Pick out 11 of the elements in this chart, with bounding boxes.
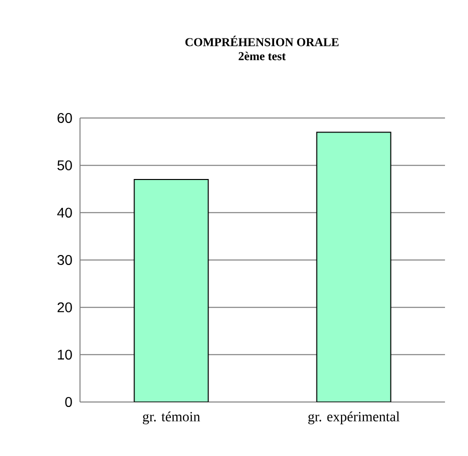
y-tick-label: 60 [58,113,72,123]
y-tick-label: 0 [65,397,72,407]
y-tick-label: 30 [57,255,72,265]
x-tick-label: gr. témoin [142,412,200,424]
y-tick-label: 40 [57,208,72,218]
chart-subtitle: 2ème test [238,52,286,60]
y-tick-label: 10 [58,350,72,360]
x-tick-label: gr. expérimental [308,412,400,424]
chart-title: COMPRÉHENSION ORALE [185,36,339,46]
y-tick-label: 50 [57,160,72,170]
y-tick-label: 20 [58,302,72,312]
